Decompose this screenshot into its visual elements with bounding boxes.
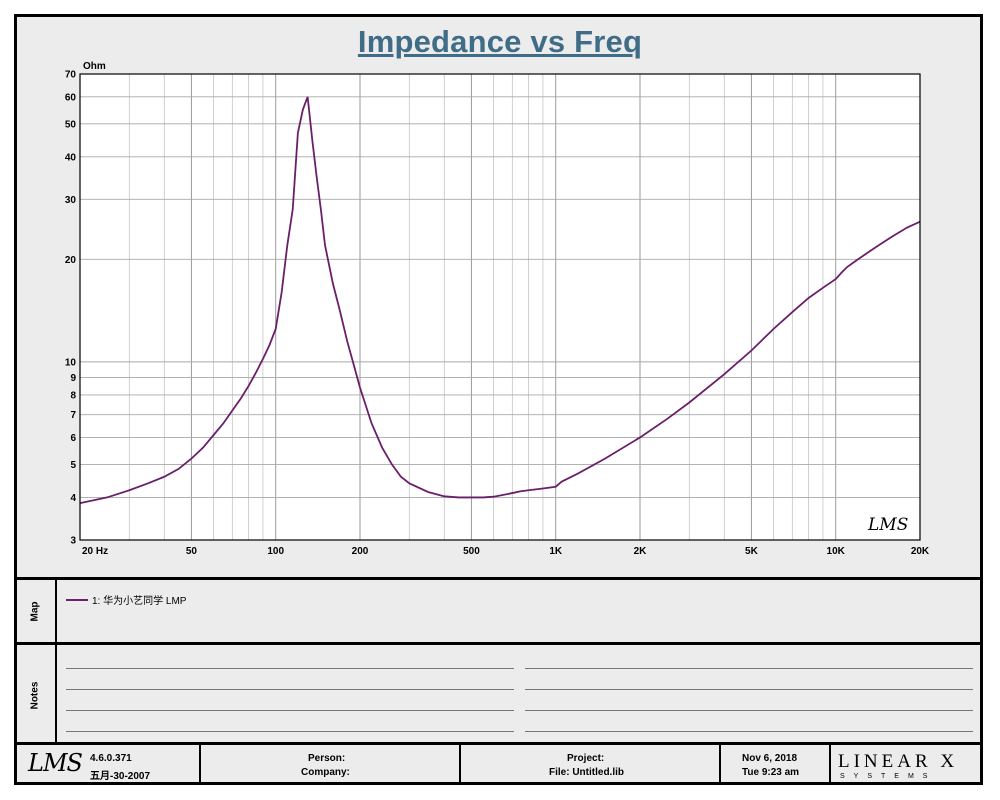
footer-divider-4 — [829, 745, 831, 783]
project-label: Project: — [567, 753, 605, 764]
map-panel-label: Map — [29, 601, 41, 622]
x-tick-label: 20 Hz — [82, 546, 108, 557]
file-label: File: Untitled.lib — [549, 767, 624, 778]
version-text: 4.6.0.371 — [90, 753, 132, 764]
date-text: Nov 6, 2018 — [742, 753, 798, 764]
chart-title: Impedance vs Freq — [357, 24, 643, 59]
x-tick-label: 100 — [267, 546, 284, 557]
y-tick-label: 5 — [70, 460, 76, 471]
grid — [80, 74, 920, 540]
note-line — [525, 710, 973, 711]
brand-name: LINEAR X — [838, 751, 959, 772]
x-tick-label: 500 — [463, 546, 480, 557]
plot-border — [79, 73, 921, 541]
time-text: Tue 9:23 am — [742, 767, 800, 778]
y-tick-label: 3 — [70, 536, 76, 547]
legend-swatch — [66, 598, 88, 601]
notes-panel-label: Notes — [29, 681, 41, 710]
y-tick-label: 6 — [70, 433, 76, 444]
y-tick-label: 20 — [65, 255, 77, 266]
y-tick-label: 9 — [70, 373, 76, 384]
map-legend-entry: 1: 华为小艺同学 LMP — [66, 592, 186, 607]
y-tick-label: 40 — [65, 152, 77, 163]
x-tick-label: 50 — [186, 546, 198, 557]
note-line — [525, 668, 973, 669]
footer-divider-1 — [199, 745, 201, 783]
y-tick-labels: 3 4 5 6 7 8 9 10 20 30 40 50 60 70 — [65, 70, 77, 547]
y-tick-label: 8 — [70, 390, 76, 401]
y-tick-label: 10 — [65, 357, 77, 368]
legend-label: 1: 华为小艺同学 LMP — [92, 596, 187, 607]
note-line — [66, 731, 514, 732]
x-tick-label: 200 — [352, 546, 369, 557]
y-axis-label: Ohm — [83, 61, 106, 72]
y-tick-label: 70 — [65, 70, 77, 81]
y-tick-label: 30 — [65, 195, 77, 206]
footer-divider-2 — [459, 745, 461, 783]
y-tick-label: 60 — [65, 92, 77, 103]
y-tick-label: 7 — [70, 410, 76, 421]
y-tick-label: 50 — [65, 119, 77, 130]
divider-map-top — [14, 577, 983, 580]
map-label-divider — [55, 580, 57, 643]
divider-footer-top — [14, 742, 983, 745]
footer-divider-3 — [719, 745, 721, 783]
x-tick-label: 20K — [911, 546, 930, 557]
company-label: Company: — [301, 767, 350, 778]
brand-subtitle: SYSTEMS — [840, 773, 937, 780]
build-date-text: 五月-30-2007 — [90, 771, 151, 782]
x-tick-label: 1K — [549, 546, 563, 557]
lms-logo: LMS — [28, 749, 83, 777]
x-tick-label: 5K — [745, 546, 759, 557]
chart-watermark: LMS — [867, 515, 908, 535]
x-tick-labels: 20 Hz 50 100 200 500 1K 2K 5K 10K 20K — [82, 546, 930, 557]
plot-area — [79, 73, 921, 541]
person-label: Person: — [308, 753, 346, 764]
note-line — [66, 689, 514, 690]
x-tick-label: 10K — [827, 546, 846, 557]
note-line — [525, 689, 973, 690]
notes-label-divider — [55, 645, 57, 743]
y-tick-label: 4 — [70, 493, 76, 504]
note-line — [66, 668, 514, 669]
divider-notes-top — [14, 642, 983, 645]
note-line — [525, 731, 973, 732]
linearx-logo: LINEAR X SYSTEMS — [838, 751, 958, 780]
impedance-chart: 20 Hz 50 100 200 500 1K 2K 5K 10K 20K 3 4 5 6 7 8 9 10 20… — [65, 61, 930, 557]
note-line — [66, 710, 514, 711]
x-tick-label: 2K — [634, 546, 648, 557]
impedance-series-line — [79, 96, 921, 504]
